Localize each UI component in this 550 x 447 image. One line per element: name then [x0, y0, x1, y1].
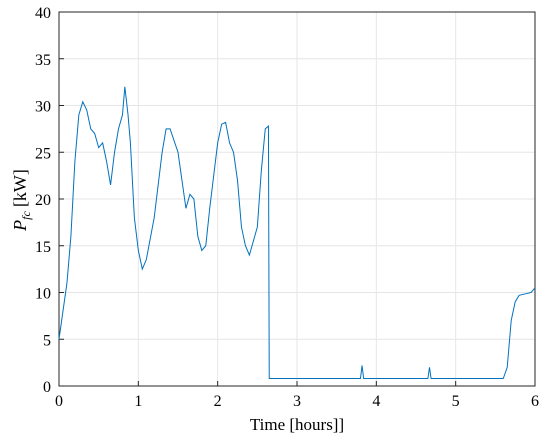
- y-tick-label: 5: [43, 332, 51, 349]
- x-tick-label: 0: [55, 393, 63, 410]
- x-tick-label: 4: [372, 393, 380, 410]
- x-axis-label: Time [hours]]: [250, 415, 344, 434]
- x-tick-label: 2: [214, 393, 222, 410]
- y-tick-label: 40: [35, 5, 51, 22]
- x-tick-label: 6: [531, 393, 539, 410]
- y-tick-label: 0: [43, 379, 51, 396]
- y-label-subscript: fc: [19, 210, 33, 219]
- x-tick-label: 5: [452, 393, 460, 410]
- y-tick-label: 30: [35, 99, 51, 116]
- y-tick-label: 10: [35, 286, 51, 303]
- y-tick-label: 35: [35, 52, 51, 69]
- y-tick-label: 15: [35, 239, 51, 256]
- plot-frame: [58, 11, 536, 387]
- y-label-symbol: P: [10, 220, 30, 232]
- y-tick-label: 20: [35, 192, 51, 209]
- y-label-unit: [kW]: [10, 169, 30, 207]
- y-tick-label: 25: [35, 145, 51, 162]
- x-tick-label: 1: [134, 393, 142, 410]
- x-tick-label: 3: [293, 393, 301, 410]
- line: [58, 86, 536, 380]
- y-axis-label: Pfc [kW]: [10, 169, 33, 232]
